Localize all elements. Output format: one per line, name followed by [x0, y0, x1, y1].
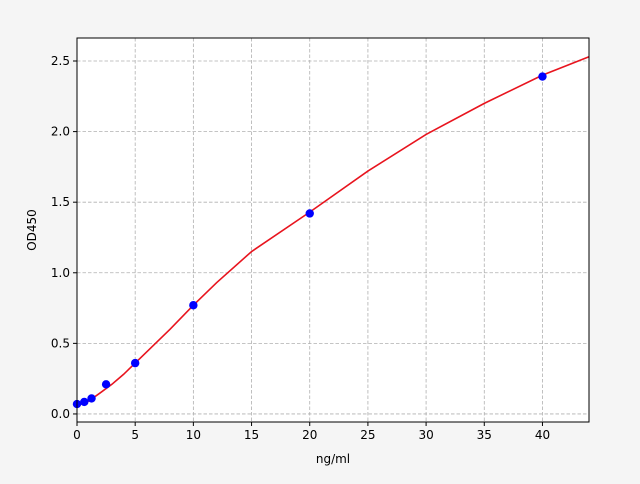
x-tick-label: 0	[73, 428, 81, 442]
data-point	[130, 358, 140, 368]
y-tick-label: 2.0	[51, 125, 70, 139]
x-axis-label: ng/ml	[316, 452, 350, 466]
x-tick-label: 10	[186, 428, 201, 442]
data-point	[101, 380, 111, 389]
x-tick-label: 15	[244, 428, 259, 442]
data-point	[87, 394, 96, 403]
y-tick-label: 0.0	[51, 407, 70, 421]
grid	[76, 38, 589, 422]
plot-frame	[76, 37, 590, 423]
data-point	[305, 209, 314, 218]
x-tick-label: 35	[477, 428, 492, 442]
x-tick-label: 30	[418, 428, 433, 442]
x-tick-label: 40	[535, 428, 550, 442]
y-tick-label: 2.5	[51, 54, 70, 68]
x-tick-label: 20	[302, 428, 317, 442]
y-axis-ticks: 0.0 0.5 1.0 1.5 2.0 2.5	[51, 54, 77, 421]
data-point	[80, 397, 89, 407]
y-tick-label: 1.0	[51, 266, 70, 280]
data-point	[538, 72, 547, 81]
plot-area	[77, 38, 589, 422]
data-point	[189, 301, 198, 310]
y-tick-label: 0.5	[51, 336, 70, 350]
data-points	[72, 72, 547, 409]
x-tick-label: 25	[360, 428, 375, 442]
y-tick-label: 1.5	[51, 195, 70, 209]
x-tick-label: 5	[131, 428, 139, 442]
x-axis-ticks: 0 5 10 15 20 25 30 35 40	[73, 422, 550, 442]
y-axis-label: OD450	[25, 209, 39, 251]
